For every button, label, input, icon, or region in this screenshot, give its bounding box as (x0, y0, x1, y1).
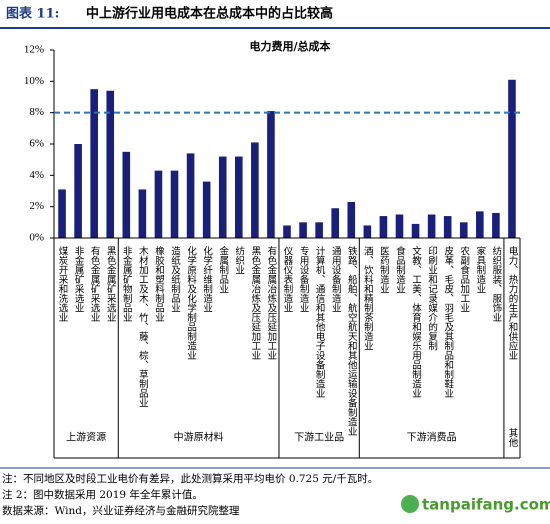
x-tick-label: 有色金属矿采选业 (89, 245, 101, 322)
bar (251, 142, 259, 238)
bar (492, 212, 500, 238)
bar (170, 170, 179, 238)
bar (267, 111, 275, 238)
y-tick-label: 6% (29, 138, 44, 150)
x-tick-label: 铁路、船舶、航空航天和其他运输设备制造业 (346, 245, 358, 436)
x-tick-label: 农副食品加工业 (458, 245, 470, 312)
note: 注：不同地区及时段工业电价有差异，此处测算采用平均电价 0.725 元/千瓦时。 (2, 472, 378, 485)
chart-title: 中上游行业用电成本在总成本中的占比较高 (86, 6, 333, 22)
x-tick-label: 非金属矿物制品业 (121, 245, 133, 322)
x-tick-label: 木材加工及木、竹、藤、棕、草制品业 (137, 245, 149, 407)
x-tick-label: 非金属矿采选业 (73, 245, 85, 312)
bar (283, 225, 291, 238)
y-tick-label: 10% (24, 75, 44, 87)
bar (459, 222, 468, 238)
chart-subtitle: 电力费用/总成本 (249, 39, 330, 53)
bar (234, 156, 243, 238)
bar (138, 189, 147, 238)
bar (186, 153, 195, 238)
x-tick-label: 纺织业 (233, 245, 245, 274)
x-tick-label: 专用设备制造业 (298, 245, 310, 312)
bar (106, 90, 115, 238)
x-tick-label: 通用设备制造业 (330, 246, 342, 313)
note: 注 2：图中数据采用 2019 年全年累计值。 (2, 488, 203, 501)
bar (90, 89, 98, 239)
bar (508, 79, 516, 239)
x-tick-label: 黑色金属矿采选业 (105, 246, 117, 322)
x-tick-label: 家具制造业 (474, 245, 486, 293)
x-tick-label: 皮革、毛皮、羽毛及其制品和制鞋业 (442, 245, 454, 398)
x-tick-label: 化学原料及化学制品制造业 (185, 245, 197, 360)
group-label: 下游消费品 (407, 431, 457, 444)
bar (395, 214, 404, 238)
group-label: 中游原材料 (174, 431, 224, 444)
x-tick-label: 橡胶和塑料制品业 (153, 245, 165, 322)
bar (476, 211, 484, 238)
bar (58, 189, 66, 238)
x-tick-label: 化学纤维制造业 (201, 245, 213, 312)
bar (218, 156, 227, 238)
bar (315, 222, 323, 238)
bar (202, 181, 211, 238)
group-label: 下游工业品 (294, 431, 344, 444)
bar (122, 151, 131, 238)
y-tick-label: 0% (29, 232, 44, 244)
figure-label: 图表 11: (6, 6, 59, 22)
y-tick-label: 8% (29, 106, 44, 118)
bar (411, 223, 420, 238)
bar (363, 225, 372, 238)
group-label: 上游资源 (66, 431, 106, 444)
bar (443, 216, 452, 238)
x-tick-label: 酒、饮料和精制茶制造业 (362, 246, 374, 351)
watermark: tanpaifang.com (422, 496, 550, 514)
bar (331, 208, 340, 238)
x-tick-label: 煤炭开采和洗选业 (57, 245, 69, 322)
x-tick-label: 电力、热力的生产和供应业 (506, 245, 518, 360)
x-tick-label: 金属制品业 (217, 245, 229, 293)
y-tick-label: 4% (29, 169, 44, 181)
x-tick-label: 印刷业和记录媒介的复制 (426, 245, 438, 350)
source: 数据来源：Wind，兴业证券经济与金融研究院整理 (2, 504, 240, 517)
x-tick-label: 仪器仪表制造业 (282, 246, 294, 313)
bar (427, 214, 436, 238)
x-tick-label: 造纸及纸制品业 (169, 245, 181, 312)
logo-icon (401, 495, 419, 513)
x-tick-label: 有色金属冶炼及压延加工业 (265, 245, 277, 360)
x-tick-label: 医药制造业 (378, 246, 390, 294)
x-tick-label: 黑色金属冶炼及压延加工业 (249, 246, 261, 360)
group-label: 其他 (506, 428, 518, 448)
x-tick-label: 文教、工美、体育和娱乐用品制造业 (410, 245, 422, 398)
x-tick-label: 食品制造业 (394, 245, 406, 293)
y-tick-label: 12% (24, 44, 44, 56)
bar (299, 222, 307, 238)
bar (347, 201, 356, 238)
x-tick-label: 计算机、通信和其他电子设备制造业 (314, 245, 326, 398)
x-tick-label: 纺织服装、服饰业 (490, 245, 502, 322)
bar (74, 144, 82, 238)
bar (379, 216, 388, 238)
bar (154, 170, 163, 238)
y-tick-label: 2% (29, 200, 44, 212)
